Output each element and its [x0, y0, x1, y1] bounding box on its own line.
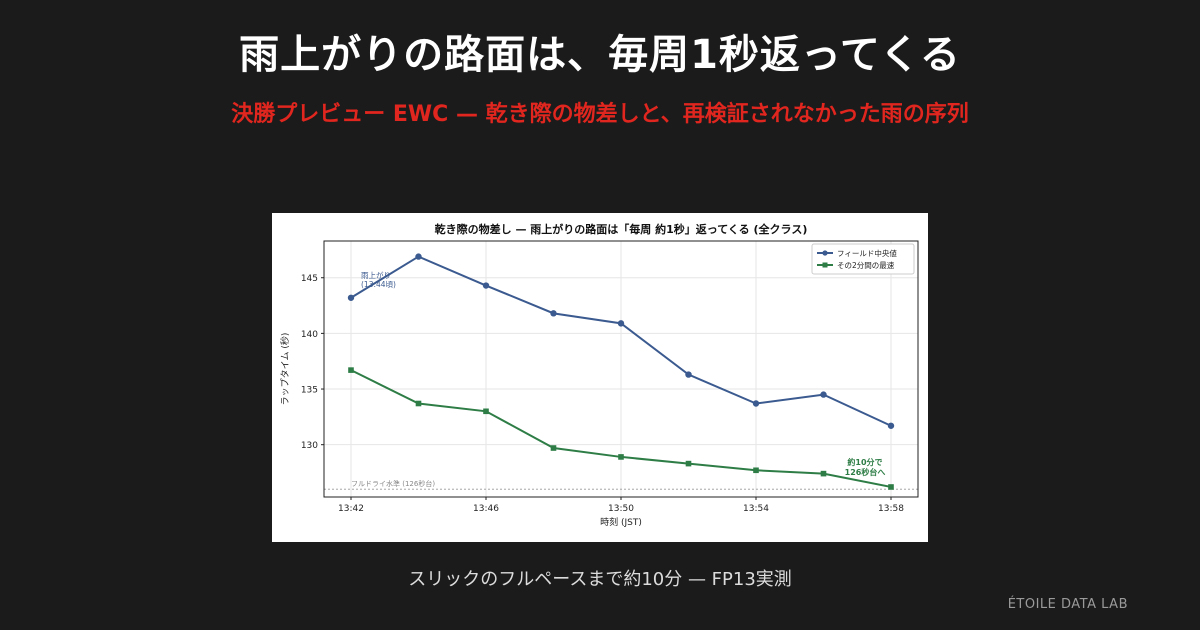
legend-marker	[822, 262, 828, 268]
data-point	[550, 310, 557, 317]
y-tick-label: 140	[301, 330, 318, 340]
data-point	[482, 282, 490, 289]
lap-time-chart: 乾き際の物差し — 雨上がりの路面は「毎周 約1秒」返ってくる (全クラス) フル…	[272, 213, 928, 542]
data-point	[820, 391, 827, 398]
data-point	[415, 400, 422, 407]
x-tick-label: 13:54	[743, 504, 769, 514]
x-tick-label: 13:42	[338, 504, 364, 514]
annotation-text: (13:44頃)	[361, 280, 396, 289]
brand-label: ÉTOILE DATA LAB	[1007, 597, 1128, 612]
data-point	[887, 422, 895, 429]
data-point	[820, 470, 827, 477]
legend-label: フィールド中央値	[837, 248, 897, 258]
x-tick-label: 13:58	[878, 504, 904, 514]
legend-box	[811, 243, 915, 275]
data-point	[685, 460, 692, 467]
y-tick-label: 130	[301, 441, 318, 451]
data-point	[483, 408, 489, 415]
chart-svg: 乾き際の物差し — 雨上がりの路面は「毎周 約1秒」返ってくる (全クラス) フル…	[279, 222, 919, 528]
annotation-text: 約10分で	[847, 457, 882, 467]
x-tick-label: 13:46	[473, 504, 499, 514]
data-point	[752, 400, 760, 407]
baseline-label: フルドライ水準 (126秒台)	[351, 479, 435, 488]
data-point	[550, 445, 557, 451]
data-point	[685, 371, 692, 378]
data-point	[415, 253, 422, 260]
data-point	[753, 467, 759, 474]
chart-title: 乾き際の物差し — 雨上がりの路面は「毎周 約1秒」返ってくる (全クラス)	[435, 222, 808, 236]
data-point	[618, 454, 624, 460]
legend-marker	[822, 250, 828, 256]
data-point	[888, 484, 894, 490]
page-subtitle: 決勝プレビュー EWC — 乾き際の物差しと、再検証されなかった雨の序列	[231, 102, 969, 127]
legend-label: その2分間の最速	[837, 261, 895, 270]
x-tick-label: 13:50	[608, 504, 634, 514]
data-point	[617, 320, 625, 327]
annotation-text: 雨上がり	[361, 270, 391, 280]
data-point	[347, 294, 355, 301]
data-point	[348, 367, 354, 373]
page-title: 雨上がりの路面は、毎周1秒返ってくる	[239, 32, 961, 78]
y-tick-label: 135	[301, 386, 318, 396]
x-axis-label: 時刻 (JST)	[600, 516, 642, 528]
y-axis-label: ラップタイム (秒)	[279, 333, 291, 406]
annotation-text: 126秒台へ	[845, 467, 886, 477]
y-tick-label: 145	[301, 274, 318, 284]
chart-caption: スリックのフルペースまで約10分 — FP13実測	[408, 569, 792, 590]
